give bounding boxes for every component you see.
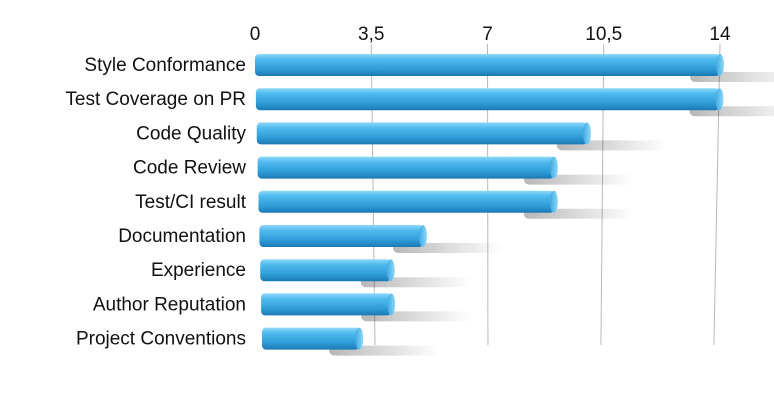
category-label: Code Review bbox=[133, 158, 246, 179]
bar bbox=[261, 293, 392, 316]
category-label: Style Conformance bbox=[84, 55, 246, 76]
category-label: Author Reputation bbox=[93, 294, 246, 315]
bar-end-cap bbox=[387, 293, 396, 316]
bar bbox=[255, 88, 720, 111]
bar bbox=[255, 54, 720, 76]
bar bbox=[262, 327, 360, 350]
category-label: Experience bbox=[151, 260, 246, 281]
category-labels: Style Conformance Test Coverage on PR Code… bbox=[65, 55, 246, 350]
bar-end-cap bbox=[582, 122, 591, 145]
category-label: Code Quality bbox=[136, 123, 246, 144]
bar-end-cap bbox=[386, 259, 395, 282]
bar-end-cap bbox=[549, 156, 558, 179]
bar-end-cap bbox=[549, 190, 558, 213]
bar bbox=[257, 156, 554, 179]
bar-end-cap bbox=[715, 88, 724, 111]
category-label: Project Conventions bbox=[76, 329, 246, 350]
category-label: Documentation bbox=[118, 226, 246, 247]
x-tick-label: 10,5 bbox=[585, 24, 622, 45]
x-tick-label: 3,5 bbox=[358, 24, 384, 45]
category-label: Test/CI result bbox=[135, 192, 247, 213]
bar bbox=[258, 190, 554, 213]
x-tick-label: 0 bbox=[250, 24, 261, 45]
category-label: Test Coverage on PR bbox=[65, 89, 246, 110]
bar-end-cap bbox=[418, 225, 427, 247]
x-tick-label: 7 bbox=[482, 24, 493, 45]
x-axis-ticks: 0 3,5 7 10,5 14 bbox=[250, 24, 731, 45]
bar-end-cap bbox=[355, 327, 364, 350]
x-tick-label: 14 bbox=[709, 24, 731, 45]
bars bbox=[255, 54, 724, 350]
bar bbox=[256, 122, 587, 145]
bar bbox=[260, 259, 391, 282]
bar-shadows bbox=[329, 72, 774, 356]
bar bbox=[259, 225, 423, 247]
bar-end-cap bbox=[716, 54, 724, 76]
